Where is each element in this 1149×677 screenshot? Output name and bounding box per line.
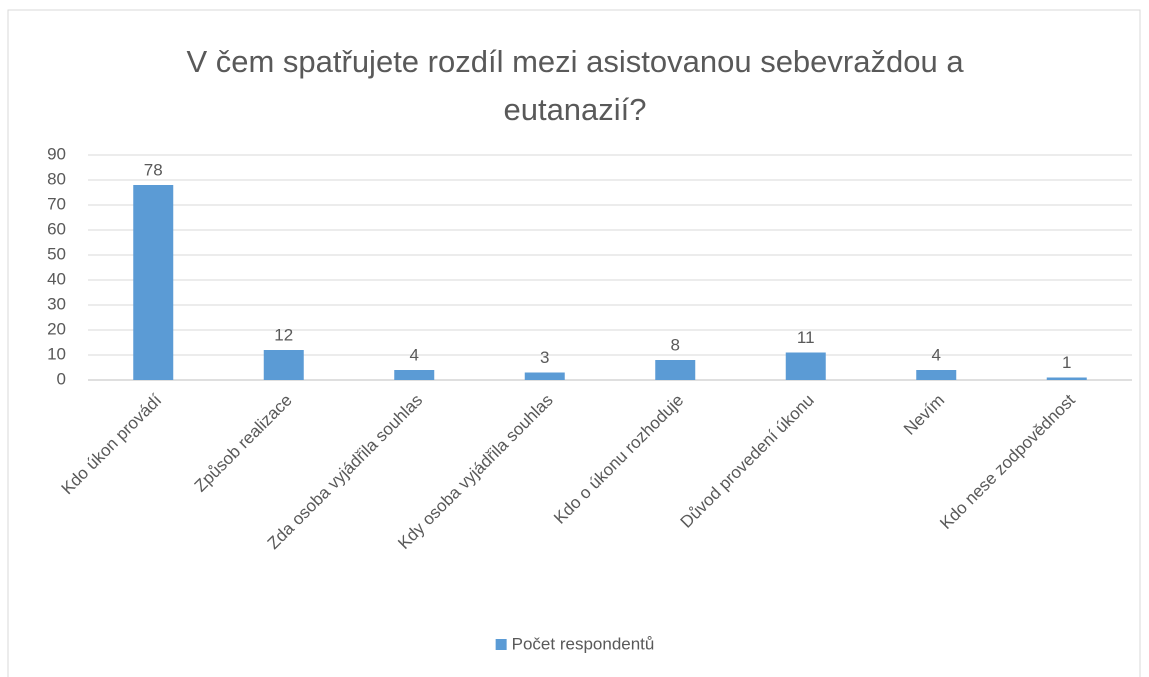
data-label: 12 (274, 325, 293, 344)
legend-swatch (495, 639, 507, 650)
y-tick-label: 10 (47, 344, 66, 363)
bar (394, 370, 435, 380)
x-tick-label: Důvod provedení úkonu (677, 391, 818, 532)
y-tick-label: 90 (47, 144, 66, 163)
y-tick-label: 60 (47, 219, 66, 238)
x-tick-label: Kdo nese zodpovědnost (936, 390, 1079, 533)
x-tick-label: Kdo o úkonu rozhoduje (550, 391, 687, 528)
data-label: 1 (1062, 353, 1071, 372)
x-tick-label: Kdy osoba vyjádřila souhlas (394, 391, 556, 553)
bar (263, 350, 304, 380)
bar (655, 360, 696, 380)
legend-label: Počet respondentů (512, 634, 655, 653)
y-tick-label: 20 (47, 319, 66, 338)
data-label: 4 (932, 345, 941, 364)
data-label: 78 (144, 160, 163, 179)
y-tick-label: 70 (47, 194, 66, 213)
bar (133, 185, 174, 380)
bar (524, 372, 565, 380)
bar (916, 370, 957, 380)
x-tick-label: Zda osoba vyjádřila souhlas (264, 391, 426, 553)
y-tick-label: 80 (47, 169, 66, 188)
bar (1046, 377, 1087, 380)
data-label: 8 (671, 335, 680, 354)
data-label: 3 (540, 348, 549, 367)
y-tick-label: 30 (47, 294, 66, 313)
y-tick-label: 50 (47, 244, 66, 263)
bar (785, 352, 826, 380)
x-tick-label: Kdo úkon provádí (58, 390, 166, 498)
y-tick-label: 0 (57, 369, 66, 388)
data-label: 4 (410, 345, 419, 364)
x-tick-label: Způsob realizace (191, 391, 296, 496)
data-label: 11 (797, 328, 815, 347)
x-tick-label: Nevím (900, 391, 948, 439)
y-tick-label: 40 (47, 269, 66, 288)
chart-title: V čem spatřujete rozdíl mezi asistovanou… (186, 44, 964, 127)
chart-border (7, 9, 1141, 677)
